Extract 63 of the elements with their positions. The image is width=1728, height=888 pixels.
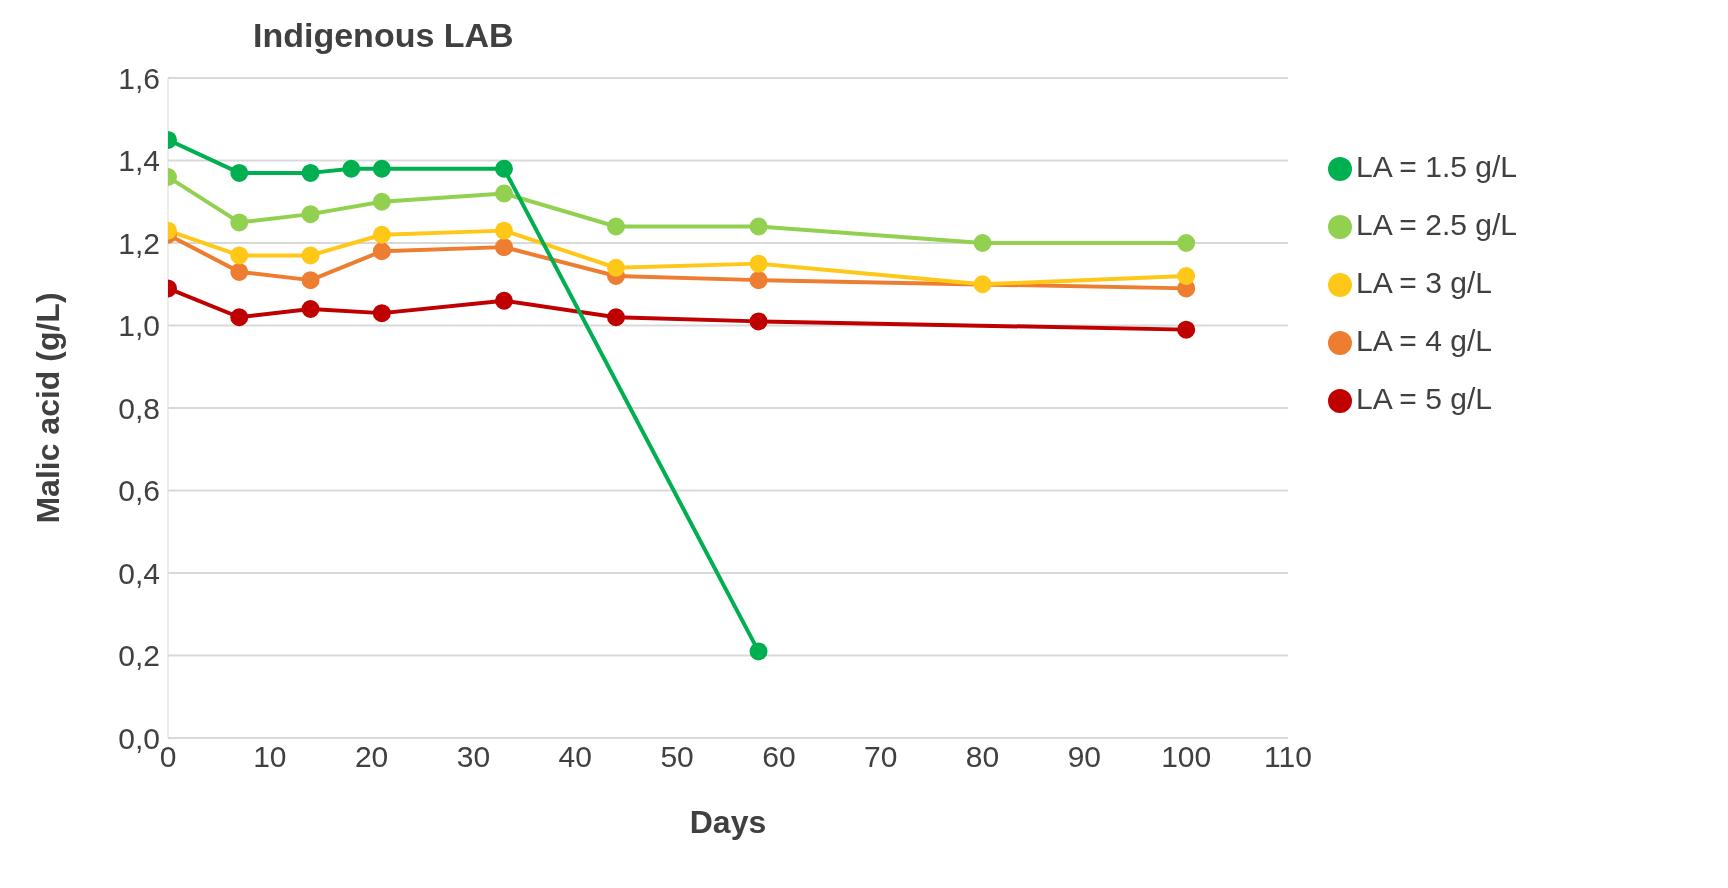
point xyxy=(230,246,249,265)
point xyxy=(495,291,513,310)
point xyxy=(230,213,249,232)
x-tick-label: 10 xyxy=(253,740,287,774)
y-tick-label: 1,2 xyxy=(118,226,160,260)
point xyxy=(230,308,249,327)
point xyxy=(607,308,625,327)
point xyxy=(342,159,361,178)
legend-label: LA = 5 g/L xyxy=(1356,382,1492,415)
point xyxy=(372,192,391,211)
x-tick-label: 70 xyxy=(864,740,898,774)
y-tick-label: 0,4 xyxy=(118,556,160,590)
y-tick-label: 1,4 xyxy=(118,144,160,178)
point xyxy=(749,271,768,290)
point xyxy=(372,242,391,261)
point xyxy=(607,217,625,236)
x-tick-label: 50 xyxy=(660,740,694,774)
chart-title: Indigenous LAB xyxy=(253,16,514,55)
y-tick-label: 0,6 xyxy=(118,474,160,508)
point xyxy=(495,238,513,257)
point xyxy=(301,205,320,224)
y-tick-label: 1,0 xyxy=(118,309,160,343)
x-tick-label: 30 xyxy=(456,740,491,774)
legend-label: LA = 1.5 g/L xyxy=(1356,150,1517,183)
point xyxy=(301,300,320,318)
point xyxy=(749,312,768,331)
point xyxy=(495,159,513,178)
point xyxy=(230,262,249,281)
point xyxy=(973,234,992,252)
point xyxy=(1177,320,1196,339)
point xyxy=(495,184,513,203)
point xyxy=(749,642,768,661)
point xyxy=(1177,267,1196,285)
legend-label: LA = 4 g/L xyxy=(1356,324,1492,357)
x-tick-label: 90 xyxy=(1067,740,1102,774)
point xyxy=(230,163,249,182)
point xyxy=(749,217,768,236)
x-tick-label: 100 xyxy=(1161,740,1212,774)
x-tick-label: 80 xyxy=(965,740,1000,774)
legend-label: LA = 3 g/L xyxy=(1356,266,1492,299)
point xyxy=(372,304,391,323)
x-tick-label: 110 xyxy=(1264,740,1312,774)
legend-label: LA = 2.5 g/L xyxy=(1356,208,1517,241)
point xyxy=(1177,234,1196,252)
x-tick-label: 60 xyxy=(762,740,796,774)
y-tick-label: 0,8 xyxy=(118,391,160,425)
point xyxy=(973,275,992,294)
point xyxy=(372,159,391,178)
point xyxy=(749,254,768,273)
point xyxy=(607,258,625,277)
x-tick-label: 0 xyxy=(159,740,177,774)
point xyxy=(301,271,320,290)
point xyxy=(495,221,513,240)
x-tick-label: 20 xyxy=(354,740,389,774)
point xyxy=(301,246,320,265)
point xyxy=(301,163,320,182)
y-axis-title: Malic acid (g/L) xyxy=(30,292,67,524)
y-tick-label: 0,2 xyxy=(118,639,160,673)
point xyxy=(372,225,391,244)
y-tick-label: 1,6 xyxy=(118,61,160,95)
x-axis-title: Days xyxy=(689,804,767,840)
y-tick-label: 0,0 xyxy=(118,721,160,755)
x-tick-label: 40 xyxy=(558,740,592,774)
